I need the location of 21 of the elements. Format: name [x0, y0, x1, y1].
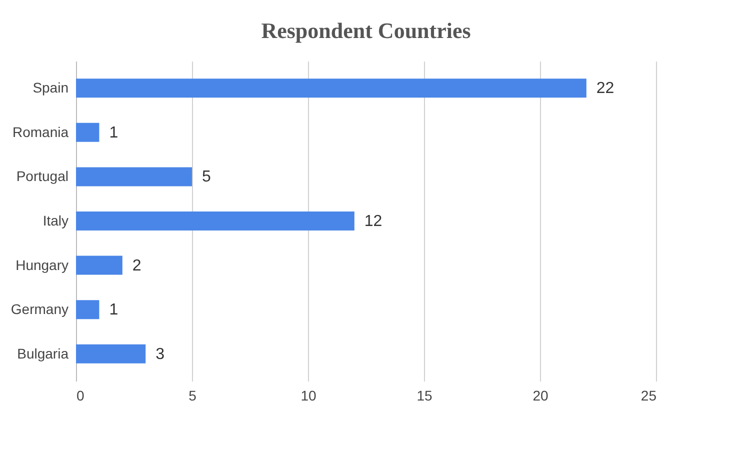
y-tick-label: Germany: [10, 301, 68, 318]
data-label: 5: [202, 168, 211, 186]
x-tick-label: 20: [532, 388, 548, 404]
y-tick-label: Bulgaria: [17, 345, 69, 362]
x-tick-label: 15: [416, 388, 432, 404]
y-tick-label: Italy: [42, 212, 68, 228]
data-label: 22: [596, 80, 614, 98]
data-label: 3: [156, 346, 165, 363]
data-label: 12: [364, 213, 382, 230]
chart-title: Respondent Countries: [261, 18, 472, 43]
x-tick-label: 25: [640, 388, 657, 404]
x-tick-label: 0: [76, 388, 84, 404]
y-tick-label: Portugal: [16, 168, 68, 184]
y-tick-label: Romania: [12, 124, 69, 140]
data-label: 1: [109, 302, 118, 319]
data-label: 2: [132, 257, 142, 274]
x-tick-label: 10: [300, 388, 316, 404]
x-tick-label: 5: [188, 388, 197, 404]
y-tick-label: Hungary: [16, 256, 68, 273]
data-label: 1: [109, 124, 118, 142]
y-tick-label: Spain: [32, 80, 68, 96]
